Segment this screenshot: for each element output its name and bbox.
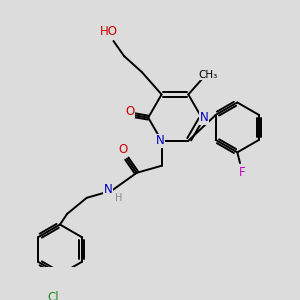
Text: F: F [239, 167, 246, 179]
Text: N: N [155, 134, 164, 147]
Text: Cl: Cl [47, 291, 59, 300]
Text: O: O [125, 105, 134, 118]
Text: O: O [118, 143, 128, 156]
Text: CH₃: CH₃ [198, 70, 218, 80]
Text: N: N [200, 111, 209, 124]
Text: H: H [115, 193, 122, 203]
Text: HO: HO [100, 25, 118, 38]
Text: N: N [104, 183, 112, 196]
